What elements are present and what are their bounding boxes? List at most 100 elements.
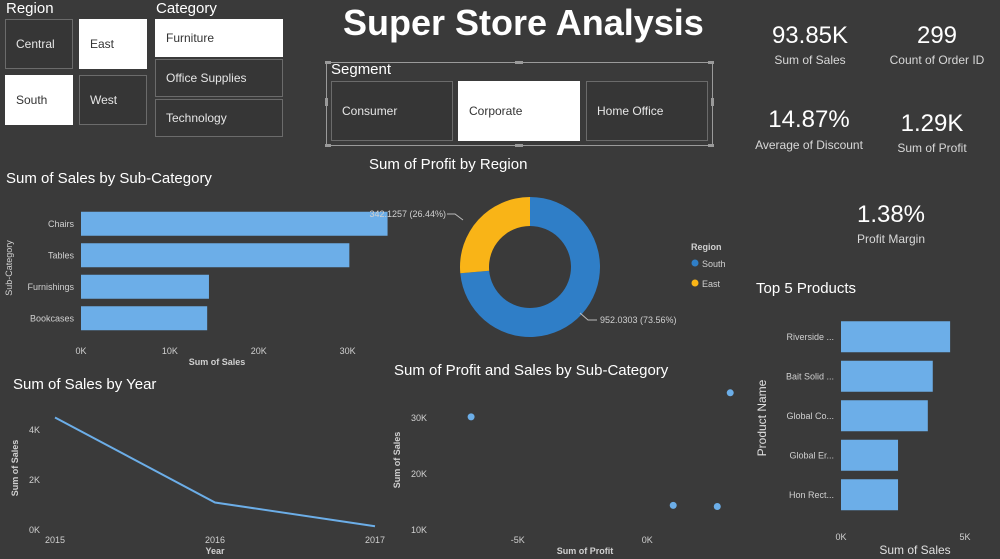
tile-label: Consumer bbox=[342, 104, 398, 118]
scatter-point bbox=[669, 501, 677, 509]
product-bar bbox=[841, 400, 928, 432]
x-tick-label: 2016 bbox=[205, 535, 225, 545]
data-label-east: 342.1257 (26.44%) bbox=[369, 209, 446, 219]
bar-bookcases bbox=[81, 306, 208, 331]
bar-tables bbox=[81, 243, 350, 268]
bar-furnishings bbox=[81, 274, 209, 299]
legend-label-south: South bbox=[702, 259, 726, 269]
kpi-count-of-order-id-value: 299 bbox=[916, 22, 958, 49]
legend-label-east: East bbox=[702, 279, 721, 289]
y-tick-label: 0K bbox=[29, 525, 40, 535]
y-axis-title: Sum of Sales bbox=[10, 440, 20, 497]
bar-chairs bbox=[81, 211, 388, 236]
y-tick-label: 4K bbox=[29, 425, 40, 435]
dashboard-title: Super Store Analysis bbox=[343, 2, 704, 43]
kpi-sum-of-sales-label: Sum of Sales bbox=[774, 53, 846, 67]
resize-handle[interactable] bbox=[325, 144, 331, 147]
resize-handle[interactable] bbox=[325, 61, 331, 64]
x-tick-label: 20K bbox=[251, 346, 267, 356]
x-axis-title: Year bbox=[205, 546, 225, 556]
product-tick-label: Hon Rect... bbox=[789, 490, 834, 500]
sales-by-year-title: Sum of Sales by Year bbox=[13, 376, 157, 393]
y-tick-label: 30K bbox=[411, 413, 427, 423]
resize-handle[interactable] bbox=[711, 98, 714, 106]
product-bar bbox=[841, 479, 899, 511]
scatter-point bbox=[467, 413, 475, 421]
x-tick-label: 2015 bbox=[45, 535, 65, 545]
y-tick-label: 10K bbox=[411, 525, 427, 535]
kpi-sum-of-profit-label: Sum of Profit bbox=[897, 141, 967, 155]
leader-line bbox=[579, 312, 597, 321]
y-axis-title: Product Name bbox=[755, 379, 769, 456]
kpi-sum-of-profit-value: 1.29K bbox=[900, 110, 964, 137]
category-tick-label: Furnishings bbox=[27, 282, 74, 292]
tile-label: Corporate bbox=[469, 104, 523, 118]
category-tile-technology[interactable]: Technology bbox=[155, 99, 283, 137]
tile-label: East bbox=[90, 37, 115, 51]
resize-handle[interactable] bbox=[708, 61, 714, 64]
x-tick-label: 10K bbox=[162, 346, 178, 356]
resize-handle[interactable] bbox=[708, 144, 714, 147]
segment-tile-consumer[interactable]: Consumer bbox=[331, 81, 453, 141]
region-tile-south[interactable]: South bbox=[5, 75, 73, 125]
x-tick-label: 5K bbox=[959, 532, 970, 542]
product-tick-label: Bait Solid ... bbox=[786, 371, 834, 381]
resize-handle[interactable] bbox=[515, 144, 523, 147]
kpi-average-of-discount-label: Average of Discount bbox=[755, 138, 863, 152]
tile-label: South bbox=[16, 93, 48, 107]
x-axis-title: Sum of Sales bbox=[189, 357, 246, 367]
tile-label: Technology bbox=[166, 111, 227, 125]
category-tick-label: Bookcases bbox=[30, 313, 75, 323]
product-tick-label: Global Co... bbox=[786, 411, 834, 421]
y-axis-title: Sub-Category bbox=[4, 240, 14, 296]
x-tick-label: -5K bbox=[511, 535, 525, 545]
kpi-count-of-order-id-label: Count of Order ID bbox=[889, 53, 985, 67]
leader-line bbox=[447, 213, 464, 221]
scatter-point bbox=[713, 502, 721, 510]
segment-tile-home-office[interactable]: Home Office bbox=[586, 81, 708, 141]
product-tick-label: Global Er... bbox=[789, 450, 834, 460]
slice-east bbox=[460, 197, 530, 274]
category-tick-label: Chairs bbox=[48, 219, 75, 229]
kpi-average-of-discount-value: 14.87% bbox=[768, 106, 850, 133]
x-tick-label: 0K bbox=[835, 532, 846, 542]
scatter-point bbox=[726, 389, 734, 397]
profit-sales-scatter-title: Sum of Profit and Sales by Sub-Category bbox=[394, 362, 669, 379]
product-bar bbox=[841, 321, 951, 353]
y-tick-label: 2K bbox=[29, 475, 40, 485]
x-tick-label: 30K bbox=[340, 346, 356, 356]
profit-by-region-title: Sum of Profit by Region bbox=[369, 156, 528, 173]
region-tile-east[interactable]: East bbox=[79, 19, 147, 69]
x-tick-label: 2017 bbox=[365, 535, 385, 545]
tile-label: Home Office bbox=[597, 104, 664, 118]
resize-handle[interactable] bbox=[515, 61, 523, 64]
slice-south bbox=[460, 197, 601, 337]
region-tile-west[interactable]: West bbox=[79, 75, 147, 125]
legend-marker-east bbox=[691, 279, 699, 287]
data-label-south: 952.0303 (73.56%) bbox=[600, 315, 677, 325]
kpi-profit-margin-label: Profit Margin bbox=[856, 232, 926, 246]
legend-title: Region bbox=[691, 242, 722, 252]
tile-label: West bbox=[90, 93, 118, 107]
sales-by-subcategory-title: Sum of Sales by Sub-Category bbox=[6, 170, 212, 187]
product-bar bbox=[841, 360, 933, 392]
region-tile-central[interactable]: Central bbox=[5, 19, 73, 69]
x-axis-title: Sum of Profit bbox=[557, 546, 614, 556]
tile-label: Furniture bbox=[166, 31, 215, 45]
x-tick-label: 0K bbox=[642, 535, 653, 545]
top-5-products-title: Top 5 Products bbox=[756, 280, 857, 297]
legend-marker-south bbox=[691, 259, 699, 267]
x-axis-title: Sum of Sales bbox=[879, 543, 950, 557]
sales-line bbox=[54, 416, 376, 528]
resize-handle[interactable] bbox=[325, 98, 328, 106]
category-tick-label: Tables bbox=[48, 250, 75, 260]
category-tile-office-supplies[interactable]: Office Supplies bbox=[155, 59, 283, 97]
y-axis-title: Sum of Sales bbox=[392, 432, 402, 489]
category-tile-furniture[interactable]: Furniture bbox=[155, 19, 283, 57]
segment-slicer-title: Segment bbox=[331, 61, 392, 78]
category-slicer-title: Category bbox=[156, 0, 217, 17]
product-tick-label: Riverside ... bbox=[786, 332, 834, 342]
segment-tile-corporate[interactable]: Corporate bbox=[458, 81, 580, 141]
tile-label: Office Supplies bbox=[166, 71, 247, 85]
y-tick-label: 20K bbox=[411, 469, 427, 479]
